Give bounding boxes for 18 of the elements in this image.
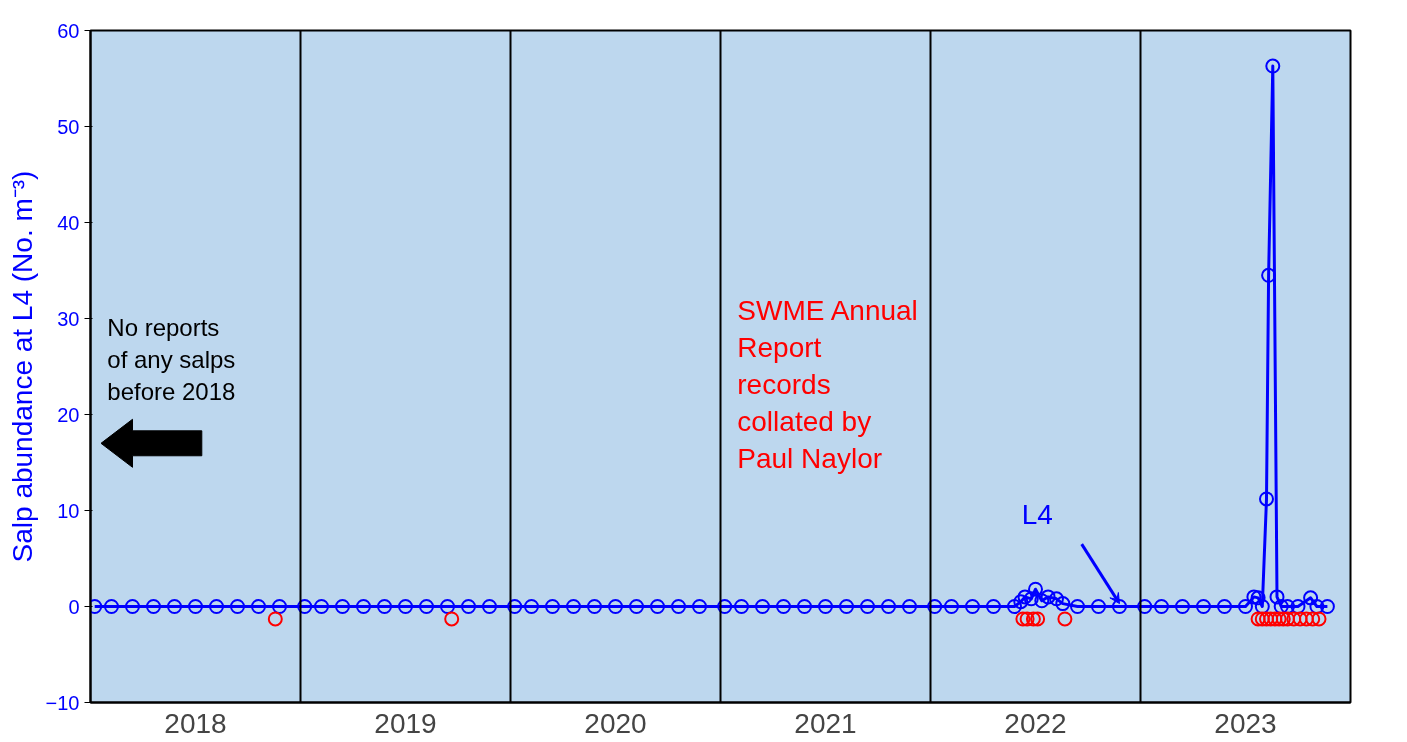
x-tick-label: 2020 bbox=[584, 707, 647, 739]
y-axis-title: Salp abundance at L4 (No. m⁻³) bbox=[6, 170, 38, 563]
y-tick-label: 30 bbox=[57, 307, 80, 330]
y-tick-label: 10 bbox=[57, 499, 80, 522]
series-label: L4 bbox=[1021, 498, 1053, 530]
x-tick-label: 2021 bbox=[794, 707, 857, 739]
y-tick-label: 40 bbox=[57, 211, 80, 234]
y-tick-label: 50 bbox=[57, 115, 80, 138]
annotation: No reports of any salps before 2018 bbox=[107, 313, 236, 406]
text: SWME Annual Report records collated by Paul Naylor bbox=[737, 294, 918, 475]
y-tick-label: 60 bbox=[57, 19, 80, 42]
y-tick-label: −10 bbox=[45, 691, 80, 714]
x-tick-label: 2018 bbox=[164, 707, 227, 739]
x-tick-label: 2023 bbox=[1214, 707, 1277, 739]
x-tick-label: 2019 bbox=[374, 707, 437, 739]
y-tick-label: 0 bbox=[68, 595, 80, 618]
x-tick-label: 2022 bbox=[1004, 707, 1067, 739]
y-tick-label: 20 bbox=[57, 403, 80, 426]
